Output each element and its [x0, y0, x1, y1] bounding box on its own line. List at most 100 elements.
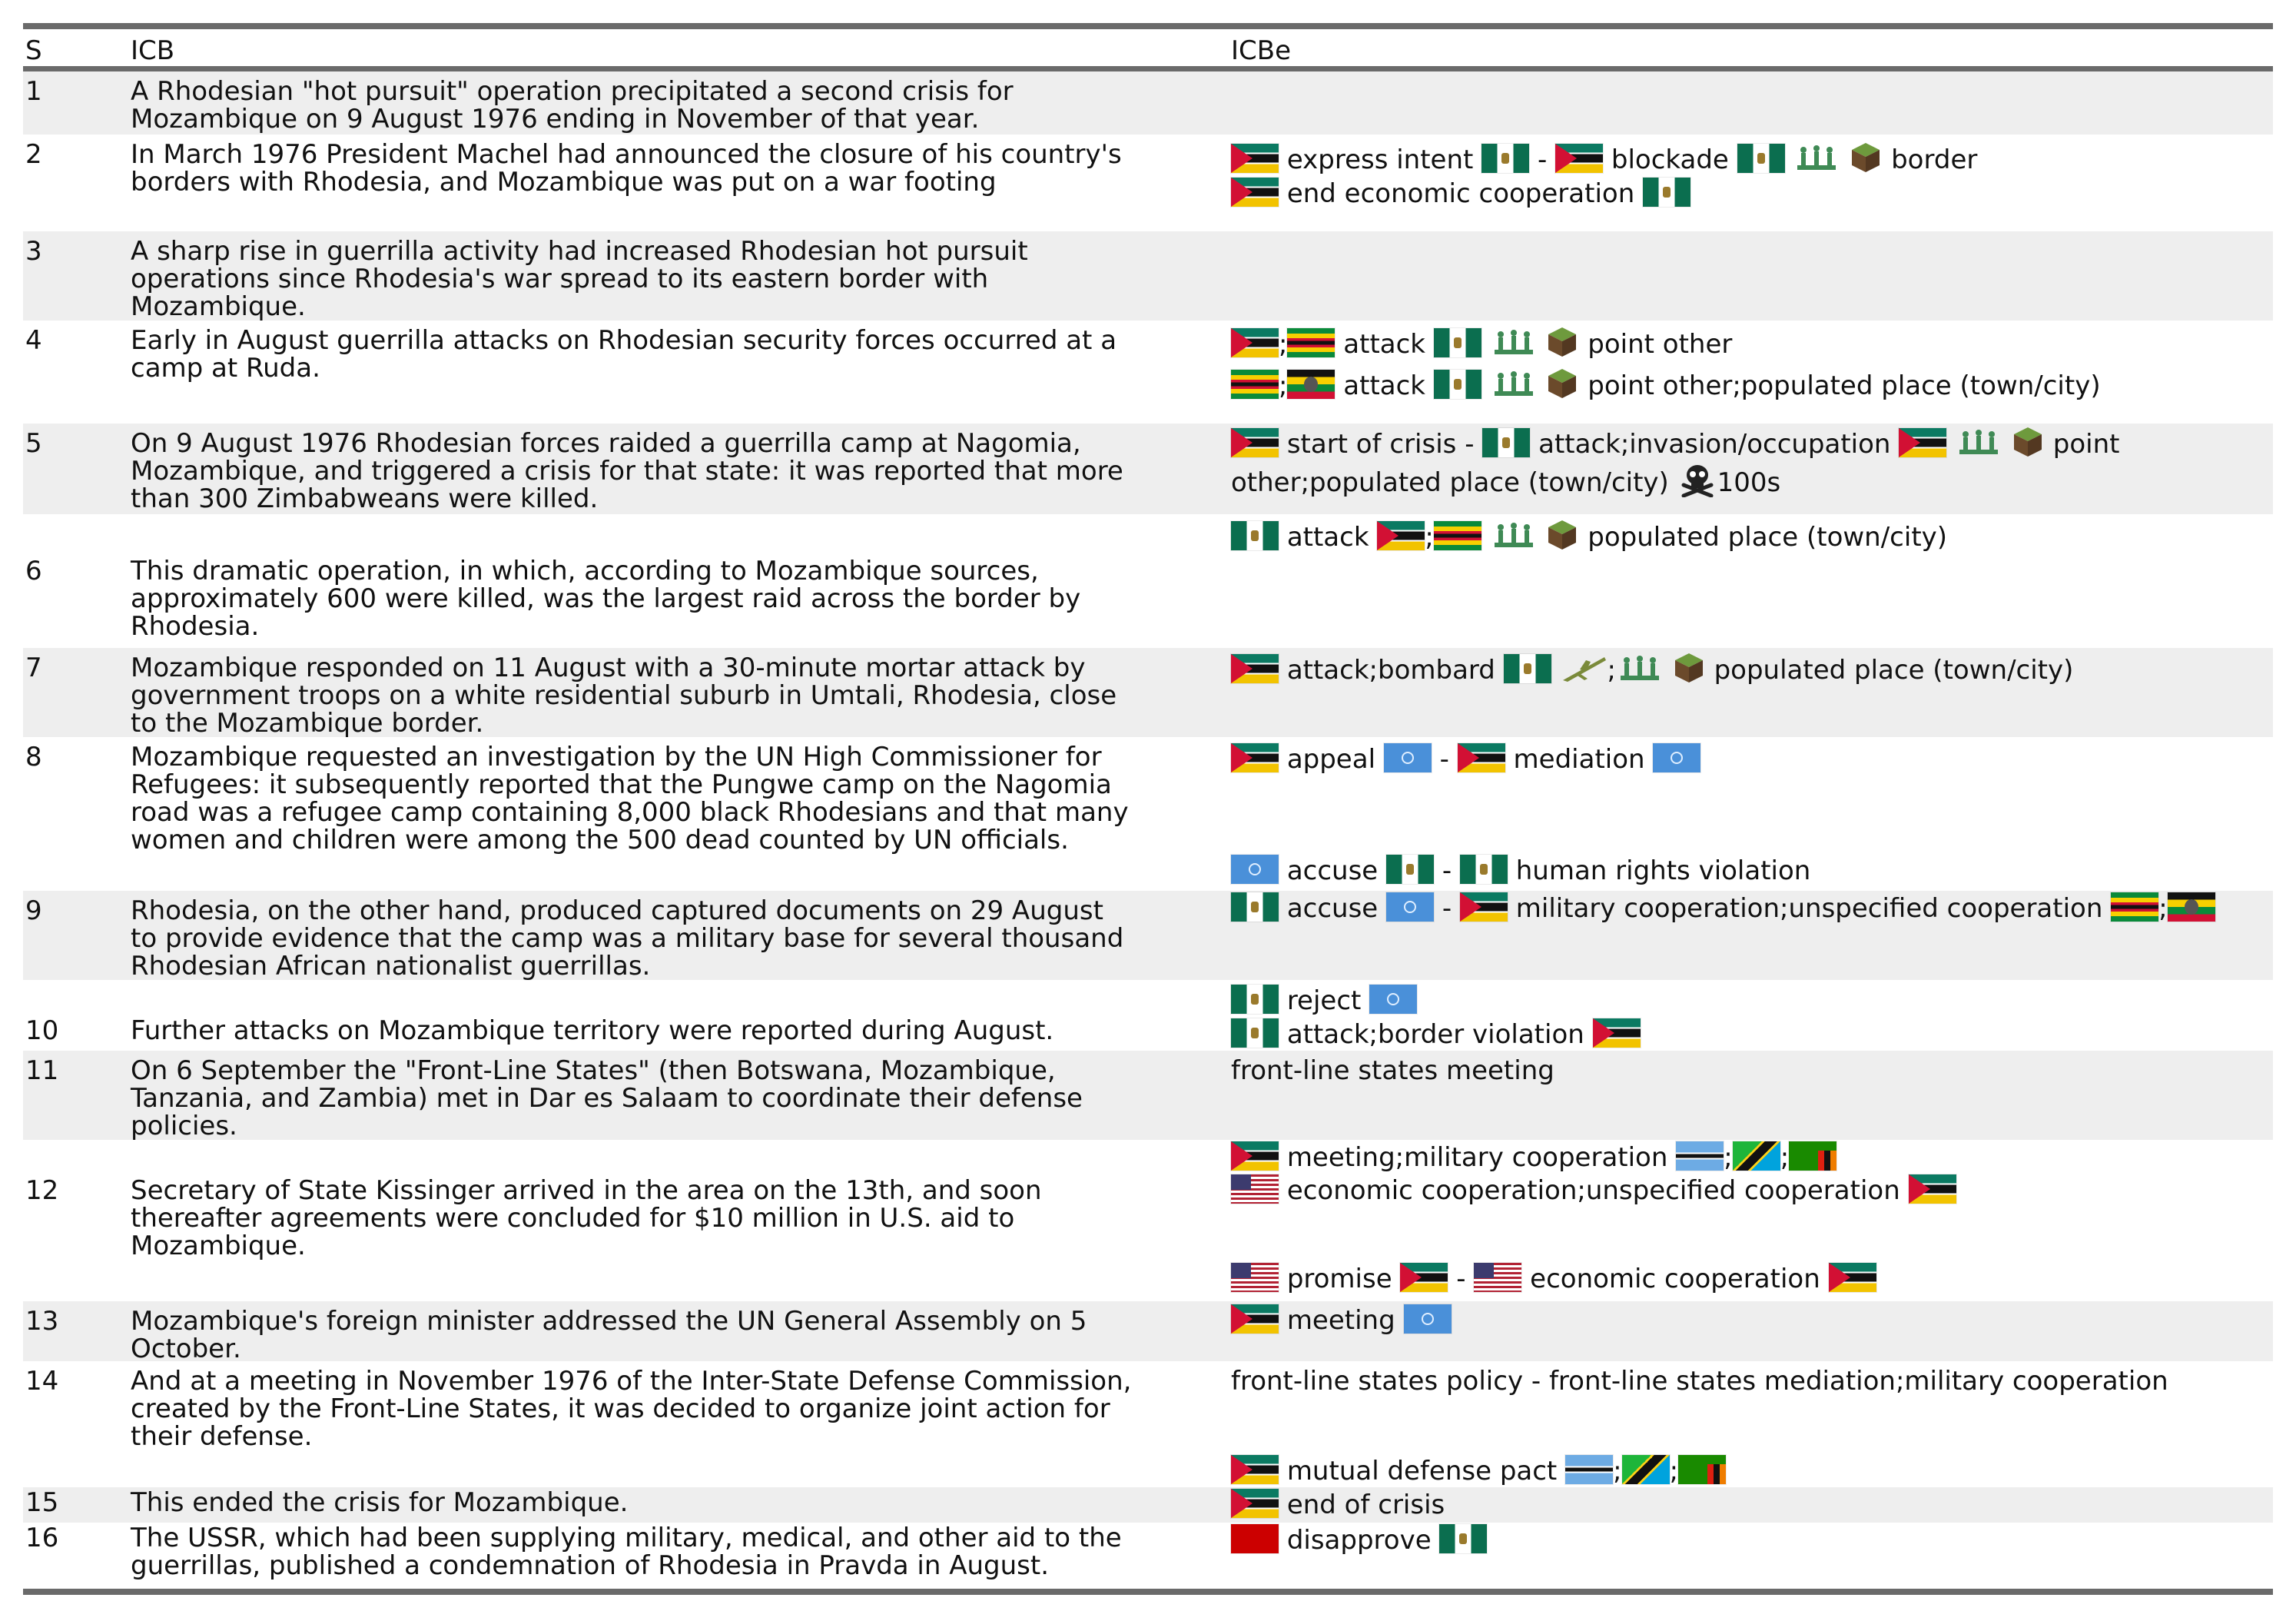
row-number: 12	[25, 1175, 59, 1206]
land-cube-icon	[2011, 425, 2045, 459]
icb-text: A Rhodesian "hot pursuit" operation prec…	[131, 71, 1231, 135]
guerrilla-flag-icon	[2167, 892, 2215, 922]
icbe-event: meeting	[1231, 1304, 2273, 1334]
icb-line: Refugees: it subsequently reported that …	[131, 769, 1112, 800]
un-flag-icon	[1386, 892, 1435, 922]
rhodesia-flag-icon	[1482, 428, 1531, 457]
usa-flag-icon	[1474, 1263, 1522, 1292]
event-separator: -	[1465, 429, 1475, 460]
table-row: 16 The USSR, which had been supplying mi…	[23, 1523, 2273, 1584]
mozambique-flag-icon	[1231, 1455, 1279, 1484]
event-label: military cooperation;unspecified coopera…	[1515, 893, 2103, 924]
icbe-cell	[1231, 71, 2273, 135]
rhodesia-flag-icon	[1503, 654, 1551, 683]
table-row: 6 This dramatic operation, in which, acc…	[23, 514, 2273, 648]
icbe-cell: appeal - mediation accuse - human rights…	[1231, 737, 2273, 891]
icbe-event: ; attack point other;populated place (to…	[1231, 367, 2273, 400]
header-icbe: ICBe	[1231, 35, 1292, 66]
icb-line: road was a refugee camp containing 8,000…	[131, 797, 1129, 828]
un-flag-icon	[1653, 743, 1701, 772]
icb-line: The USSR, which had been supplying milit…	[131, 1523, 1122, 1553]
mozambique-flag-icon	[1400, 1263, 1448, 1292]
header-icb: ICB	[131, 35, 175, 66]
icbe-event: accuse - military cooperation;unspecifie…	[1231, 892, 2273, 922]
event-label: mutual defense pact	[1286, 1456, 1558, 1486]
row-number: 15	[25, 1487, 59, 1518]
land-cube-icon	[1545, 325, 1579, 359]
icb-text: In March 1976 President Machel had annou…	[131, 135, 1231, 231]
rhodesia-flag-icon	[1439, 1524, 1488, 1553]
mozambique-flag-icon	[1457, 743, 1505, 772]
troops-icon	[1490, 520, 1538, 550]
icb-line: operations since Rhodesia's war spread t…	[131, 264, 989, 294]
zimbabwe-flag-icon	[1231, 370, 1279, 399]
event-label: meeting	[1286, 1305, 1395, 1336]
row-number: 7	[25, 653, 42, 683]
icb-text: And at a meeting in November 1976 of the…	[131, 1361, 1231, 1487]
row-number: 1	[25, 76, 42, 107]
mozambique-flag-icon	[1899, 428, 1947, 457]
icb-line: thereafter agreements were concluded for…	[131, 1203, 1015, 1234]
icbe-cell: attack;border violation	[1231, 1015, 2273, 1051]
icb-line: Further attacks on Mozambique territory …	[131, 1015, 1054, 1046]
event-label: end of crisis	[1286, 1490, 1445, 1520]
actor-separator: ;	[1669, 1456, 1679, 1486]
icbe-cell: meeting	[1231, 1301, 2273, 1361]
table-row: 4 Early in August guerrilla attacks on R…	[23, 321, 2273, 424]
icb-line: policies.	[131, 1111, 237, 1141]
icb-text: Rhodesia, on the other hand, produced ca…	[131, 891, 1231, 980]
icb-text: The USSR, which had been supplying milit…	[131, 1523, 1231, 1584]
icb-line: And at a meeting in November 1976 of the…	[131, 1366, 1132, 1397]
event-label: appeal	[1286, 744, 1376, 775]
table-row: 14 And at a meeting in November 1976 of …	[23, 1361, 2273, 1487]
ussr-flag-icon	[1231, 1524, 1279, 1553]
event-label: accuse	[1286, 893, 1379, 924]
icb-line: Mozambique on 9 August 1976 ending in No…	[131, 104, 980, 135]
zambia-flag-icon	[1789, 1141, 1837, 1171]
event-location: other;populated place (town/city)	[1231, 467, 1669, 498]
event-label: attack;bombard	[1286, 655, 1495, 686]
icb-text-empty	[131, 980, 1231, 1015]
actor-separator: ;	[1425, 522, 1434, 553]
icb-line: This dramatic operation, in which, accor…	[131, 556, 1039, 586]
guerrilla-flag-icon	[1287, 370, 1335, 399]
icbe-event-continued: other;populated place (town/city) 100s	[1231, 462, 2273, 497]
event-separator: -	[1537, 144, 1548, 175]
table-row: 10 Further attacks on Mozambique territo…	[23, 1015, 2273, 1051]
mozambique-flag-icon	[1231, 1141, 1279, 1171]
row-number: 10	[25, 1015, 59, 1046]
icb-line: This ended the crisis for Mozambique.	[131, 1487, 629, 1518]
icb-text: Mozambique requested an investigation by…	[131, 737, 1231, 891]
icb-line: Mozambique.	[131, 1231, 306, 1261]
event-location: point other;populated place (town/city)	[1588, 370, 2101, 401]
icbe-event: ; attack point other	[1231, 325, 2273, 359]
icbe-event: mutual defense pact ;;	[1231, 1455, 2273, 1485]
icbe-cell: express intent - blockade border end eco…	[1231, 135, 2273, 231]
event-location: populated place (town/city)	[1588, 522, 1948, 553]
land-cube-icon	[1545, 367, 1579, 400]
icb-line: Secretary of State Kissinger arrived in …	[131, 1175, 1042, 1206]
icb-line: On 6 September the "Front-Line States" (…	[131, 1055, 1056, 1086]
event-label: start of crisis	[1286, 429, 1457, 460]
icbe-event: meeting;military cooperation ;;	[1231, 1141, 2273, 1171]
un-flag-icon	[1231, 855, 1279, 884]
icbe-cell: front-line states policy - front-line st…	[1231, 1361, 2273, 1487]
event-label: promise	[1286, 1264, 1392, 1294]
icb-text: On 6 September the "Front-Line States" (…	[131, 1051, 1231, 1140]
icb-text: Further attacks on Mozambique territory …	[131, 1015, 1231, 1051]
event-label: mediation	[1513, 744, 1645, 775]
header-s: S	[25, 35, 42, 66]
top-rule	[23, 23, 2273, 29]
mozambique-flag-icon	[1828, 1263, 1876, 1292]
icbe-event: front-line states policy - front-line st…	[1231, 1366, 2168, 1397]
fatalities: 100s	[1717, 467, 1781, 498]
rhodesia-flag-icon	[1231, 521, 1279, 550]
icbe-cell: reject	[1231, 980, 2273, 1015]
icb-line: government troops on a white residential…	[131, 680, 1117, 711]
event-separator: -	[1442, 855, 1452, 886]
mozambique-flag-icon	[1592, 1018, 1641, 1048]
row-number: 2	[25, 139, 42, 170]
rhodesia-flag-icon	[1737, 144, 1785, 173]
zimbabwe-flag-icon	[2111, 892, 2159, 922]
rhodesia-flag-icon	[1459, 855, 1508, 884]
